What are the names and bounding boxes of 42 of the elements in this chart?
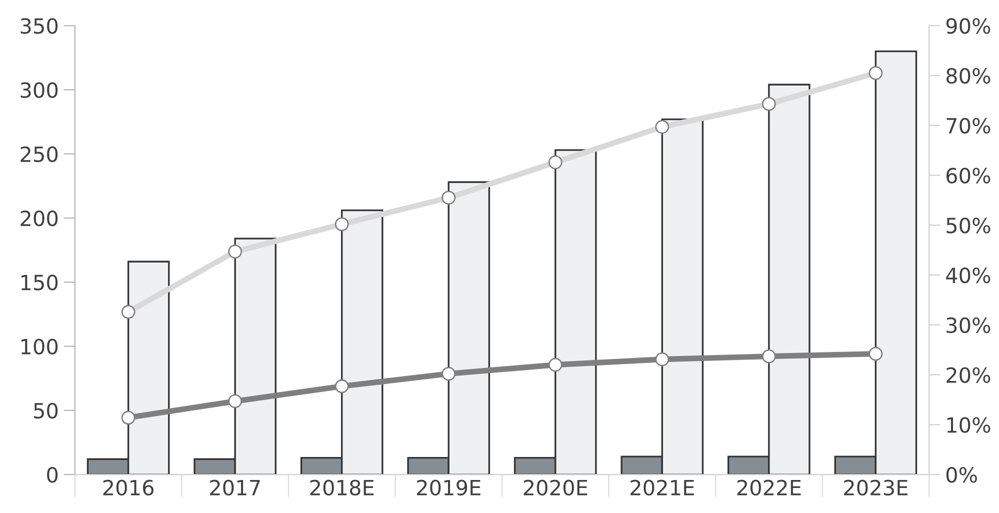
y-tick-label: 0 — [47, 466, 58, 483]
point — [442, 366, 456, 381]
point — [868, 66, 883, 80]
y-tick-label: 200 — [20, 210, 58, 226]
point — [228, 394, 242, 408]
y-tick-label: 50 — [34, 402, 58, 419]
x-tick-label: 2023E — [844, 480, 908, 496]
y2-tick-label: 50% — [946, 218, 990, 234]
x-tick-label: 2017 — [210, 480, 260, 496]
x-tick-label: 2022E — [737, 480, 801, 496]
point — [121, 410, 136, 425]
y2-tick-label: 0% — [946, 466, 977, 483]
y-tick-label: 250 — [20, 146, 58, 162]
point — [655, 352, 670, 366]
y2-tick-label: 80% — [946, 68, 990, 84]
y2-tick-label: 70% — [946, 118, 990, 134]
point — [334, 379, 349, 394]
point — [334, 217, 349, 232]
y2-tick-label: 60% — [946, 168, 990, 184]
y2-tick-label: 30% — [946, 317, 990, 334]
point — [655, 120, 670, 134]
x-tick-label: 2020E — [524, 480, 588, 496]
x-tick-label: 2018E — [310, 480, 374, 496]
x-tick-label: 2019E — [417, 480, 480, 496]
y-tick-label: 100 — [21, 338, 58, 354]
y-tick-label: 350 — [20, 18, 58, 34]
y-tick-label: 150 — [21, 274, 58, 290]
point — [762, 349, 776, 364]
y2-tick-label: 10% — [947, 417, 990, 433]
y2-tick-label: 40% — [946, 267, 990, 284]
point — [762, 97, 776, 111]
y-tick-label: 300 — [20, 82, 58, 98]
y2-tick-label: 90% — [946, 18, 990, 34]
point — [121, 304, 136, 319]
point — [228, 244, 242, 259]
x-tick-label: 2021E — [630, 480, 694, 496]
x-tick-label: 2016 — [103, 480, 154, 496]
point — [548, 358, 562, 372]
point — [442, 190, 456, 205]
y2-tick-label: 20% — [946, 367, 990, 383]
point — [868, 346, 883, 361]
point — [548, 155, 562, 170]
